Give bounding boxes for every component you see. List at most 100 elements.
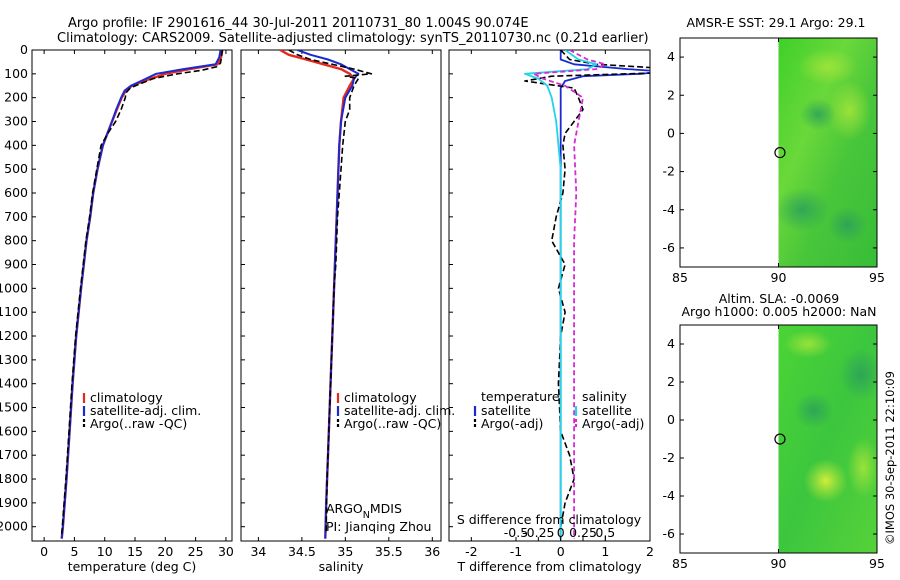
field-feature <box>799 98 836 131</box>
salinity-panel: 34 34.5 35 35.5 36 salinity climatologysatelli… <box>240 49 455 574</box>
series-line-climatology <box>60 50 224 539</box>
y-tick-label: 1400 <box>0 376 28 391</box>
x-tick-label: 85 <box>672 556 688 571</box>
legend-label-diff: Argo(-adj) <box>582 416 644 431</box>
argo-location-marker <box>774 433 786 445</box>
field-feature <box>784 330 833 358</box>
series-line-temperature-satellite <box>559 50 650 539</box>
y-tick-label: 2 <box>667 374 675 389</box>
y-tick-label: 2 <box>667 87 675 102</box>
y-tick-label: 1500 <box>0 400 28 415</box>
x-tick-label: 1 <box>601 544 609 559</box>
y-tick-label: 1900 <box>0 495 28 510</box>
x-tick-label: 85 <box>672 270 688 285</box>
sla-map-subtitle: Argo h1000: 0.005 h2000: NaN <box>682 304 877 319</box>
y-tick-label: 600 <box>4 185 28 200</box>
field-feature <box>839 348 877 401</box>
x-tick-label: 10 <box>97 544 113 559</box>
x-tick-label: -2 <box>465 544 477 559</box>
x-tick-label: 35.5 <box>375 544 403 559</box>
y-tick-label: 500 <box>4 161 28 176</box>
legend-heading-salinity: salinity <box>582 389 627 404</box>
imos-timestamp: ©IMOS 30-Sep-2011 22:10:09 <box>883 371 897 545</box>
y-tick-label: 0 <box>667 125 675 140</box>
s-diff-tick-label: -0.25 <box>522 525 554 540</box>
y-tick-label: -4 <box>663 202 676 217</box>
x-axis-label: T difference from climatology <box>456 559 642 574</box>
y-tick-label: 100 <box>4 66 28 81</box>
y-tick-label: 1000 <box>0 280 28 295</box>
series-line-argo <box>288 50 373 534</box>
figure-title-line2: Climatology: CARS2009. Satellite-adjuste… <box>57 31 649 46</box>
x-tick-label: 34.5 <box>288 544 316 559</box>
s-diff-tick-label: 0.5 <box>595 525 615 540</box>
y-tick-label: 300 <box>4 114 28 129</box>
y-tick-label: 1700 <box>0 447 28 462</box>
y-tick-label: 700 <box>4 209 28 224</box>
y-tick-label: 200 <box>4 90 28 105</box>
x-tick-label: -1 <box>510 544 522 559</box>
field-feature <box>778 187 831 232</box>
sla-map-title: Altim. SLA: -0.0069 <box>719 291 840 306</box>
plot-frame <box>240 49 442 542</box>
y-tick-label: 1200 <box>0 328 28 343</box>
x-tick-label: 95 <box>869 556 885 571</box>
series-line-satellite <box>60 50 222 539</box>
y-tick-label: 400 <box>4 137 28 152</box>
field-feature <box>827 207 868 244</box>
series-line-salinity-argo <box>533 50 607 539</box>
x-tick-label: 90 <box>771 270 787 285</box>
x-tick-label: 0 <box>557 544 565 559</box>
pi-annotation: PI: Jianqing Zhou <box>326 519 431 534</box>
x-axis-label: salinity <box>319 559 364 574</box>
plot-frame <box>448 49 651 542</box>
y-tick-label: 2000 <box>0 519 28 534</box>
legend-label-argo: Argo(..raw -QC) <box>344 416 441 431</box>
argo-mdis-annotation: ARGONMDIS <box>326 501 402 521</box>
y-tick-label: 800 <box>4 233 28 248</box>
x-tick-label: 30 <box>218 544 234 559</box>
y-tick-label: -6 <box>663 526 676 541</box>
y-tick-label: 900 <box>4 257 28 272</box>
x-tick-label: 90 <box>771 556 787 571</box>
x-tick-label: 20 <box>157 544 173 559</box>
legend-label-climatology: climatology <box>90 390 163 405</box>
sst-map-title: AMSR-E SST: 29.1 Argo: 29.1 <box>686 15 865 30</box>
y-tick-label: -2 <box>663 164 675 179</box>
legend-label-climatology: climatology <box>344 390 417 405</box>
x-tick-label: 95 <box>869 270 885 285</box>
y-tick-label: 1100 <box>0 304 28 319</box>
series-line-argo <box>60 50 224 534</box>
series-line-climatology <box>279 50 356 539</box>
x-tick-label: 36 <box>424 544 440 559</box>
field-feature <box>797 48 858 85</box>
legend-heading-temperature: temperature <box>481 389 560 404</box>
x-tick-label: 34 <box>250 544 266 559</box>
y-tick-label: -6 <box>663 240 676 255</box>
series-line-salinity-satellite <box>524 50 598 539</box>
legend-label-satellite: satellite-adj. clim. <box>344 403 455 418</box>
argo-location-marker <box>774 146 786 159</box>
x-tick-label: 15 <box>127 544 143 559</box>
mdis-text: MDIS <box>370 501 402 516</box>
difference-panel: -2 -1 0 1 2 T difference from climatology -0.5… <box>448 49 654 574</box>
y-tick-label: 4 <box>667 49 675 64</box>
figure-title-line1: Argo profile: IF 2901616_44 30-Jul-2011 … <box>68 16 529 31</box>
s-diff-axis-label: S difference from climatology <box>457 512 642 527</box>
s-diff-tick-label: -0.5 <box>504 525 528 540</box>
x-tick-label: 2 <box>646 544 654 559</box>
y-tick-label: 1600 <box>0 423 28 438</box>
x-tick-label: 5 <box>70 544 78 559</box>
legend-label-diff: satellite <box>481 403 531 418</box>
x-tick-label: 25 <box>188 544 204 559</box>
y-tick-label: 0 <box>667 412 675 427</box>
plot-frame <box>31 49 233 542</box>
y-tick-label: 4 <box>667 336 675 351</box>
s-diff-tick-label: 0.25 <box>569 525 597 540</box>
y-tick-label: -2 <box>663 450 675 465</box>
field-feature <box>827 80 872 141</box>
x-axis-label: temperature (deg C) <box>68 559 197 574</box>
series-line-temperature-argo <box>524 50 650 539</box>
sst-map-panel: AMSR-E SST: 29.1 Argo: 29.1 85 90 95 4 2 0 -2 -4… <box>663 15 885 285</box>
